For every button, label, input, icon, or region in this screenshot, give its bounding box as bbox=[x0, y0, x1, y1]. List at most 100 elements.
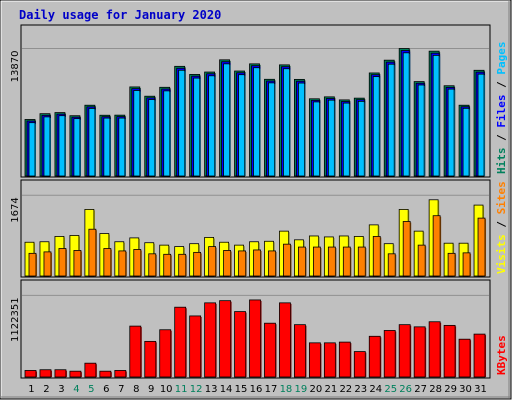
bar-kbytes-kbytes-day-6 bbox=[99, 370, 112, 378]
bar-hits-pages-day-23 bbox=[357, 100, 365, 177]
y-tick-kbytes: 1122351 bbox=[10, 297, 21, 342]
x-tick-day-29: 29 bbox=[444, 384, 457, 395]
bar-kbytes-kbytes-day-23 bbox=[353, 351, 366, 378]
bar-hits-pages-day-15 bbox=[238, 74, 245, 177]
bar-visits-sites-day-27 bbox=[417, 244, 426, 277]
bar-kbytes-kbytes-day-29 bbox=[443, 324, 456, 378]
bar-hits-pages-day-25 bbox=[387, 63, 395, 177]
bar-visits-sites-day-22 bbox=[342, 246, 351, 277]
side-label-hits-4: Pages bbox=[495, 42, 508, 75]
bar-hits-pages-day-28 bbox=[432, 54, 440, 177]
x-tick-day-28: 28 bbox=[429, 384, 442, 395]
bar-kbytes-kbytes-day-24 bbox=[368, 335, 381, 378]
bar-visits-sites-day-12 bbox=[193, 251, 202, 277]
bar-hits-pages-day-6 bbox=[103, 117, 111, 177]
bar-hits-pages-day-14 bbox=[223, 63, 230, 177]
bar-kbytes-kbytes-day-8 bbox=[129, 325, 142, 378]
bar-hits-pages-day-7 bbox=[118, 117, 126, 177]
bar-hits-pages-day-12 bbox=[193, 77, 201, 177]
x-tick-day-1: 1 bbox=[28, 384, 34, 395]
bar-kbytes-kbytes-day-28 bbox=[428, 321, 441, 378]
side-label-hits-3: / bbox=[495, 75, 508, 95]
bar-visits-sites-day-15 bbox=[238, 250, 246, 277]
bar-hits-pages-day-17 bbox=[268, 82, 275, 177]
x-tick-day-15: 15 bbox=[235, 384, 248, 395]
bar-hits-pages-day-29 bbox=[447, 88, 455, 177]
side-label-layer: Hits / Files / Pages Visits / Sites KBytes bbox=[495, 42, 508, 376]
bar-kbytes-kbytes-day-20 bbox=[308, 342, 321, 378]
bar-visits-sites-day-9 bbox=[148, 253, 157, 277]
bar-kbytes-kbytes-day-3 bbox=[54, 369, 67, 378]
x-tick-day-11: 11 bbox=[175, 384, 188, 395]
x-tick-day-3: 3 bbox=[58, 384, 64, 395]
bar-visits-sites-day-19 bbox=[298, 246, 306, 277]
x-tick-day-21: 21 bbox=[324, 384, 337, 395]
x-tick-day-31: 31 bbox=[474, 384, 487, 395]
y-tick-visits: 1674 bbox=[10, 197, 21, 222]
bar-kbytes-kbytes-day-5 bbox=[84, 362, 97, 378]
bar-hits-pages-day-24 bbox=[372, 76, 380, 177]
bar-kbytes-kbytes-day-31 bbox=[473, 333, 486, 378]
bar-visits-sites-day-30 bbox=[462, 252, 471, 277]
x-tick-day-4: 4 bbox=[73, 384, 79, 395]
side-label-visits-1: / bbox=[495, 214, 508, 234]
side-label-visits-0: Visits bbox=[495, 234, 508, 274]
bar-kbytes-kbytes-day-11 bbox=[174, 306, 187, 378]
bar-hits-pages-day-19 bbox=[298, 82, 305, 177]
bar-hits-pages-day-13 bbox=[208, 75, 216, 177]
x-tick-day-17: 17 bbox=[265, 384, 278, 395]
bar-kbytes-kbytes-day-30 bbox=[458, 338, 471, 378]
bar-visits-sites-day-6 bbox=[103, 248, 112, 277]
bar-hits-pages-day-2 bbox=[43, 116, 51, 177]
bar-visits-sites-day-11 bbox=[178, 253, 187, 277]
bar-kbytes-kbytes-day-15 bbox=[234, 311, 246, 378]
bar-kbytes-kbytes-day-4 bbox=[69, 370, 82, 378]
panel-kbytes-frame bbox=[20, 279, 491, 379]
bar-hits-pages-day-31 bbox=[477, 73, 485, 177]
x-tick-day-2: 2 bbox=[43, 384, 49, 395]
bar-hits-pages-day-30 bbox=[462, 107, 470, 177]
side-label-hits-1: / bbox=[495, 128, 508, 148]
x-tick-day-7: 7 bbox=[118, 384, 124, 395]
bar-hits-pages-day-26 bbox=[402, 52, 410, 177]
x-tick-day-12: 12 bbox=[190, 384, 203, 395]
bar-hits-pages-day-16 bbox=[253, 67, 260, 177]
bar-kbytes-kbytes-day-18 bbox=[279, 302, 291, 378]
x-tick-day-16: 16 bbox=[250, 384, 263, 395]
x-tick-day-10: 10 bbox=[160, 384, 173, 395]
bar-visits-sites-day-16 bbox=[253, 249, 261, 277]
bar-hits-pages-day-9 bbox=[148, 99, 156, 177]
bar-visits-sites-day-23 bbox=[357, 246, 366, 277]
x-tick-day-5: 5 bbox=[88, 384, 94, 395]
bar-visits-sites-day-18 bbox=[283, 243, 291, 277]
x-tick-day-9: 9 bbox=[148, 384, 154, 395]
bar-kbytes-kbytes-day-9 bbox=[144, 340, 157, 378]
bar-hits-pages-day-22 bbox=[342, 102, 350, 177]
x-tick-day-14: 14 bbox=[220, 384, 233, 395]
bar-visits-sites-day-13 bbox=[208, 246, 217, 277]
bar-visits-sites-day-25 bbox=[387, 253, 396, 277]
x-tick-day-30: 30 bbox=[459, 384, 472, 395]
bar-kbytes-kbytes-day-7 bbox=[114, 370, 127, 378]
x-tick-day-6: 6 bbox=[103, 384, 109, 395]
y-tick-hits: 13870 bbox=[10, 51, 21, 83]
bar-visits-sites-day-20 bbox=[312, 246, 321, 277]
side-label-hits-0: Hits bbox=[495, 148, 508, 175]
x-tick-day-20: 20 bbox=[310, 384, 323, 395]
x-tick-day-13: 13 bbox=[205, 384, 218, 395]
bar-kbytes-kbytes-day-14 bbox=[219, 300, 231, 378]
bar-kbytes-kbytes-day-22 bbox=[338, 341, 351, 378]
x-tick-day-27: 27 bbox=[414, 384, 427, 395]
side-labels-visits: Visits / Sites bbox=[495, 181, 508, 274]
bar-visits-sites-day-1 bbox=[28, 252, 37, 277]
bar-kbytes-kbytes-day-16 bbox=[249, 299, 261, 378]
bar-hits-pages-day-4 bbox=[73, 118, 81, 177]
y-tick-layer: 13870 1674 1122351 bbox=[10, 51, 21, 342]
bar-hits-pages-day-21 bbox=[327, 99, 335, 177]
bar-hits-pages-day-5 bbox=[88, 108, 96, 177]
bar-visits-sites-day-3 bbox=[58, 248, 67, 277]
bars-layer bbox=[24, 48, 487, 378]
x-tick-day-19: 19 bbox=[295, 384, 308, 395]
